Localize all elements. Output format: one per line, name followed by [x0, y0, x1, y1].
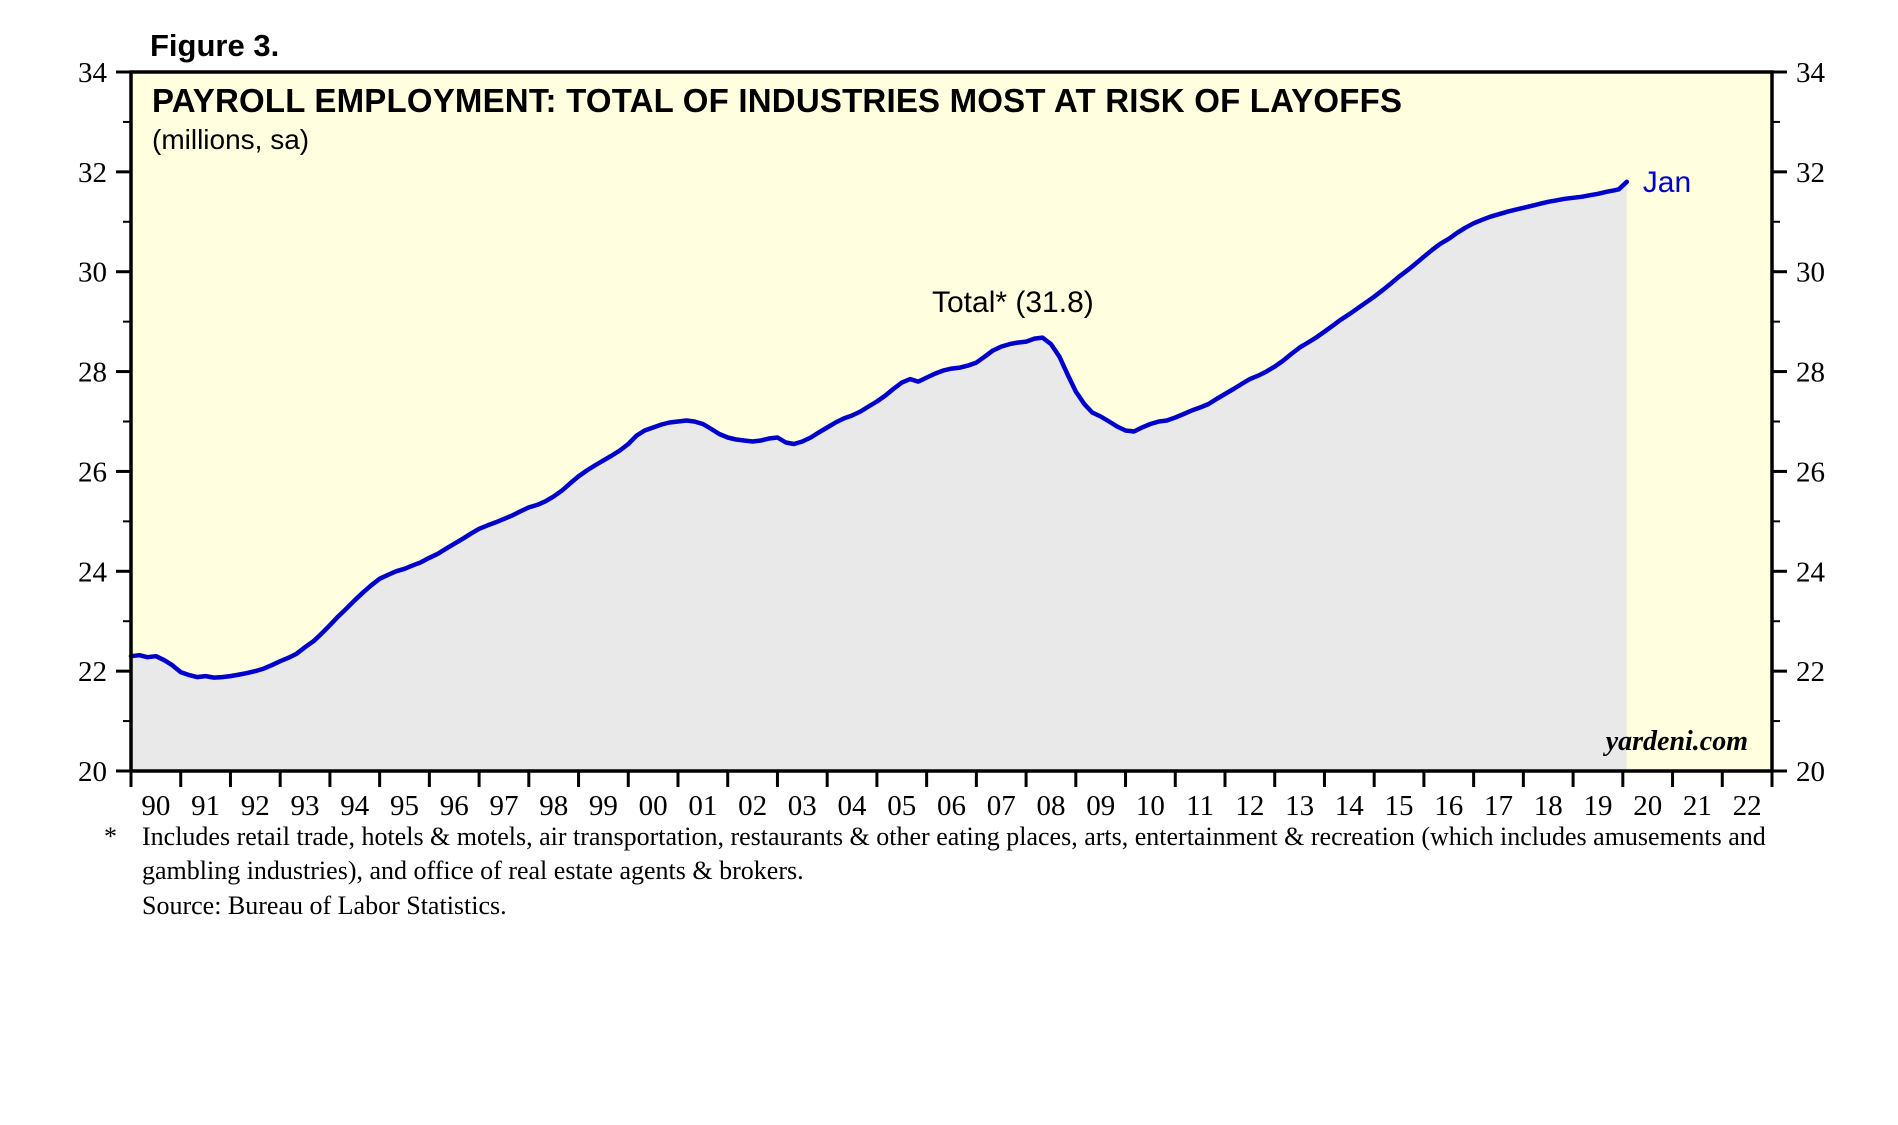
y-tick-label-right: 26 — [1796, 456, 1825, 488]
x-tick-label: 13 — [1285, 790, 1314, 822]
x-tick-label: 22 — [1733, 790, 1762, 822]
x-tick-label: 14 — [1335, 790, 1365, 822]
x-tick-label: 12 — [1235, 790, 1264, 822]
x-tick-label: 18 — [1534, 790, 1563, 822]
x-tick-label: 10 — [1136, 790, 1165, 822]
x-tick-label: 06 — [937, 790, 966, 822]
figure-number-label: Figure 3. — [150, 28, 280, 63]
x-tick-label: 15 — [1385, 790, 1414, 822]
x-tick-label: 17 — [1484, 790, 1513, 822]
x-tick-label: 99 — [589, 790, 618, 822]
x-tick-label: 92 — [241, 790, 270, 822]
y-tick-label-right: 20 — [1796, 756, 1825, 788]
x-tick-label: 11 — [1186, 790, 1214, 822]
x-tick-label: 08 — [1037, 790, 1066, 822]
watermark-yardeni: yardeni.com — [1605, 726, 1748, 757]
x-tick-label: 16 — [1434, 790, 1463, 822]
x-tick-label: 01 — [688, 790, 717, 822]
chart-title: PAYROLL EMPLOYMENT: TOTAL OF INDUSTRIES … — [152, 82, 1403, 119]
y-tick-label-left: 22 — [78, 656, 107, 688]
x-tick-label: 07 — [987, 790, 1016, 822]
footnote-source: Source: Bureau of Labor Statistics. — [142, 890, 507, 920]
y-tick-label-left: 28 — [78, 357, 107, 389]
y-tick-label-left: 34 — [78, 57, 108, 89]
x-tick-label: 19 — [1584, 790, 1613, 822]
x-tick-label: 20 — [1633, 790, 1662, 822]
x-tick-label: 21 — [1683, 790, 1712, 822]
y-tick-label-right: 22 — [1796, 656, 1825, 688]
series-area-fill — [131, 181, 1627, 772]
footnote-block: * Includes retail trade, hotels & motels… — [104, 820, 1782, 923]
x-tick-label: 97 — [490, 790, 519, 822]
chart-subtitle: (millions, sa) — [152, 124, 310, 155]
y-tick-label-left: 32 — [78, 157, 107, 189]
x-tick-label: 96 — [440, 790, 469, 822]
x-tick-label: 95 — [390, 790, 419, 822]
latest-point-label: Jan — [1642, 165, 1692, 199]
y-tick-label-left: 24 — [78, 556, 108, 588]
y-tick-label-left: 26 — [78, 456, 107, 488]
y-tick-label-right: 30 — [1796, 257, 1825, 289]
x-tick-label: 98 — [539, 790, 568, 822]
y-tick-label-right: 34 — [1796, 57, 1826, 89]
y-tick-label-left: 30 — [78, 257, 107, 289]
footnote-asterisk: * — [104, 822, 117, 851]
x-tick-label: 05 — [887, 790, 916, 822]
x-tick-label: 04 — [838, 790, 868, 822]
footnote-body: Includes retail trade, hotels & motels, … — [142, 820, 1782, 923]
footnote-text: Includes retail trade, hotels & motels, … — [142, 822, 1766, 886]
x-tick-label: 02 — [738, 790, 767, 822]
series-line — [128, 179, 1630, 680]
y-tick-label-left: 20 — [78, 756, 107, 788]
x-tick-label: 90 — [141, 790, 170, 822]
y-tick-label-right: 32 — [1796, 157, 1825, 189]
x-tick-label: 91 — [191, 790, 220, 822]
y-tick-label-right: 28 — [1796, 357, 1825, 389]
x-tick-label: 03 — [788, 790, 817, 822]
y-tick-label-right: 24 — [1796, 556, 1826, 588]
x-tick-label: 00 — [639, 790, 668, 822]
series-value-annotation: Total* (31.8) — [932, 286, 1094, 319]
x-tick-label: 09 — [1086, 790, 1115, 822]
x-tick-label: 94 — [340, 790, 370, 822]
x-tick-label: 93 — [291, 790, 320, 822]
